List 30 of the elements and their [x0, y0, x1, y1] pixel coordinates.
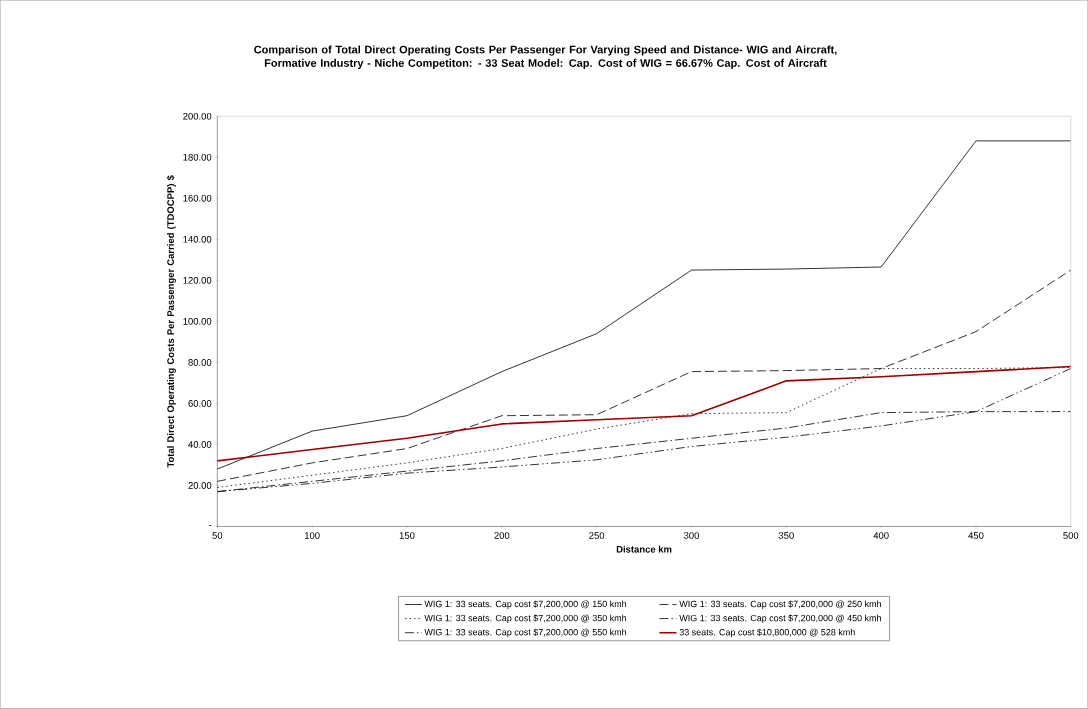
- legend-label: 33 seats. Cap cost $10,800,000 @ 528 kmh: [679, 628, 855, 638]
- x-tick-label: 50: [212, 532, 223, 539]
- legend-label: WIG 1: 33 seats. Cap cost $7,200,000 @ 250 kmh: [679, 600, 881, 610]
- x-tick-label: 450: [968, 532, 984, 539]
- y-tick-label: 80.00: [188, 359, 212, 366]
- legend-label: WIG 1: 33 seats. Cap cost $7,200,000 @ 350 kmh: [424, 614, 627, 624]
- x-tick-label: 300: [683, 532, 699, 539]
- x-tick-label: 150: [399, 532, 415, 539]
- y-tick-label: 140.00: [183, 236, 212, 243]
- y-tick-label: 180.00: [183, 154, 212, 161]
- legend-label: WIG 1: 33 seats. Cap cost $7,200,000 @ 450 kmh: [679, 614, 881, 624]
- y-tick-label: -: [208, 525, 212, 526]
- chart-title: Comparison of Total Direct Operating Costs Per Passenger For Varying Speed and Distance- WIG and Aircraft, Formative Industry - Niche Competiton: - 33 Seat Model: Cap. Cost of WIG = 66.67% Cap. Cost of Aircraft: [254, 45, 837, 70]
- x-tick-label: 350: [778, 532, 794, 539]
- y-tick-label: 100.00: [183, 318, 212, 325]
- y-tick-label: 40.00: [188, 441, 212, 448]
- x-axis-title: Distance km: [616, 545, 672, 553]
- x-tick-label: 100: [304, 532, 320, 539]
- y-tick-label: 160.00: [183, 195, 212, 202]
- legend-label: WIG 1: 33 seats. Cap cost $7,200,000 @ 550 kmh: [424, 628, 627, 638]
- legend-label: WIG 1: 33 seats. Cap cost $7,200,000 @ 150 kmh: [424, 600, 627, 610]
- y-tick-label: 20.00: [188, 482, 212, 489]
- x-tick-label: 200: [494, 532, 510, 539]
- x-tick-label: 500: [1063, 532, 1079, 539]
- x-tick-label: 250: [589, 532, 605, 539]
- y-tick-label: 60.00: [188, 400, 212, 407]
- y-tick-label: 200.00: [183, 113, 212, 120]
- x-tick-label: 400: [873, 532, 889, 539]
- y-axis-title: Total Direct Operating Costs Per Passenger Carried (TDOCPP) $: [166, 175, 176, 468]
- y-tick-label: 120.00: [183, 277, 212, 284]
